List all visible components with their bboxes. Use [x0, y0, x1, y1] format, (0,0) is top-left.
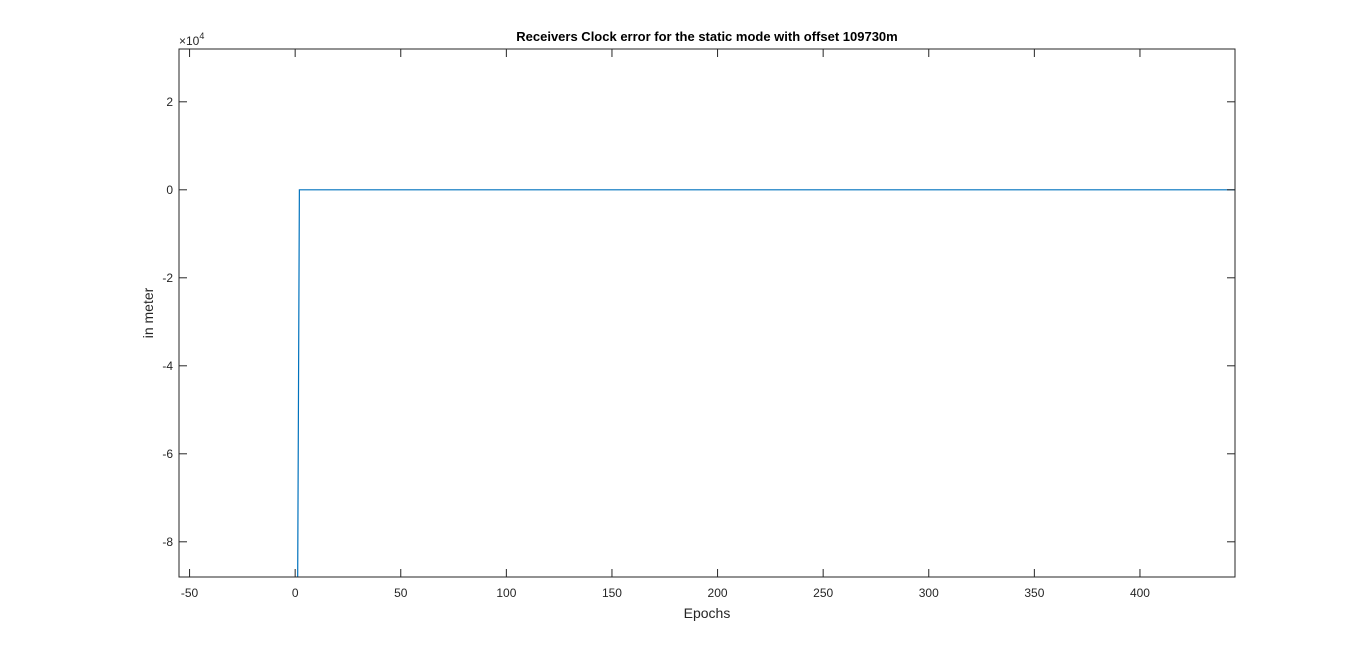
y-tick-label: -8	[162, 535, 173, 549]
tick-label-layer: -50 0 50 100 150 200 250 300 350 400 -8 -6 -4 -2 0 2	[162, 95, 1150, 600]
chart-title: Receivers Clock error for the static mod…	[516, 29, 897, 44]
x-tick-label: -50	[181, 586, 199, 600]
x-tick-label: 0	[292, 586, 299, 600]
x-tick-label: 100	[496, 586, 516, 600]
x-tick-label: 200	[708, 586, 728, 600]
y-exponent-power: 4	[199, 31, 204, 41]
y-axis-label: in meter	[140, 287, 156, 338]
x-tick-label: 150	[602, 586, 622, 600]
plot-area	[179, 49, 1235, 577]
axes-box	[178, 48, 1236, 578]
y-tick-label: 0	[166, 183, 173, 197]
x-tick-label: 300	[919, 586, 939, 600]
series-layer	[297, 189, 1235, 577]
y-tick-label: 2	[166, 95, 173, 109]
y-tick-label: -4	[162, 359, 173, 373]
tick-layer	[179, 49, 1235, 577]
x-tick-label: 400	[1130, 586, 1150, 600]
y-exponent-label: ×104	[179, 31, 204, 48]
x-axis-label: Epochs	[684, 605, 731, 621]
x-tick-label: 350	[1024, 586, 1044, 600]
series-line-0	[297, 189, 1235, 577]
y-tick-label: -6	[162, 447, 173, 461]
x-tick-label: 250	[813, 586, 833, 600]
x-tick-label: 50	[394, 586, 408, 600]
y-tick-label: -2	[162, 271, 173, 285]
y-exponent-base: ×10	[179, 34, 200, 48]
